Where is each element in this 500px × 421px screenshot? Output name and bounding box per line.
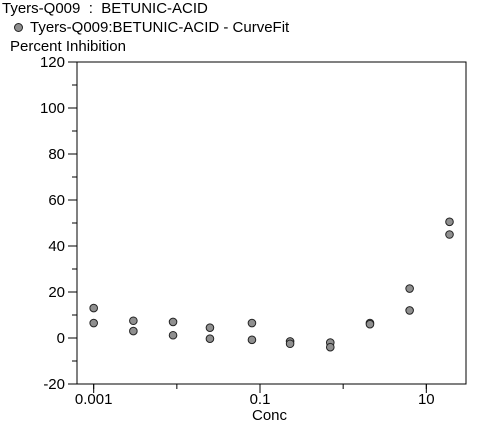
y-tick-label: 60	[48, 192, 65, 209]
legend: Tyers-Q009:BETUNIC-ACID - CurveFit	[14, 19, 289, 36]
data-point	[365, 319, 375, 329]
data-point	[405, 284, 414, 293]
y-tick-label: -20	[43, 376, 65, 393]
x-axis-label: Conc	[252, 407, 288, 421]
data-point	[285, 339, 295, 349]
data-point	[325, 342, 335, 352]
legend-label: Tyers-Q009:BETUNIC-ACID - CurveFit	[30, 19, 290, 36]
y-tick-label: 0	[57, 330, 65, 347]
plot-frame	[76, 61, 467, 385]
y-tick-label: 120	[40, 54, 65, 71]
data-point	[205, 334, 215, 343]
data-point	[405, 306, 414, 315]
data-point	[445, 230, 454, 239]
y-tick-label: 100	[40, 100, 65, 117]
data-point	[168, 330, 178, 340]
y-axis-label: Percent Inhibition	[10, 38, 126, 55]
y-tick-label: 80	[48, 146, 65, 163]
legend-marker-icon	[14, 23, 23, 32]
x-tick-label: 0.001	[75, 391, 113, 408]
y-tick-label: 20	[48, 284, 65, 301]
data-point	[129, 326, 138, 336]
x-tick-label: 0.1	[250, 391, 271, 408]
y-tick-label: 40	[48, 238, 65, 255]
chart-title: Tyers-Q009 : BETUNIC-ACID	[2, 0, 208, 17]
data-point	[129, 316, 138, 326]
data-point	[247, 335, 257, 345]
data-point	[89, 303, 98, 313]
x-tick-label: 10	[418, 391, 435, 408]
data-point	[205, 323, 215, 332]
data-point	[168, 317, 178, 327]
data-point	[89, 318, 98, 328]
data-point	[445, 217, 454, 227]
data-point	[247, 318, 257, 328]
